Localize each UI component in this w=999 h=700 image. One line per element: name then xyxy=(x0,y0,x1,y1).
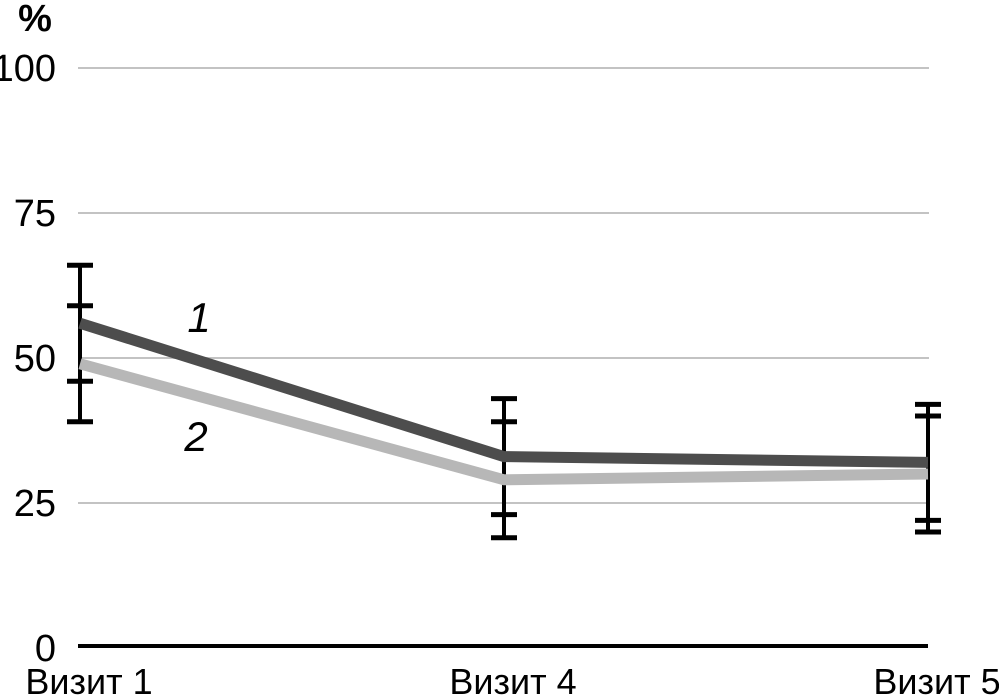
y-tick-label-25: 25 xyxy=(14,483,56,525)
x-axis-label-1: Визит 1 xyxy=(25,661,152,700)
y-tick-label-75: 75 xyxy=(14,193,56,235)
chart-generated-layer: 0 25 50 75 100 Визит 1 Визит 4 Визит 5 xyxy=(0,48,999,700)
x-axis-label-3: Визит 5 xyxy=(873,661,999,700)
series-2-line xyxy=(78,358,929,486)
series-1-line xyxy=(78,317,929,468)
x-axis-label-2: Визит 4 xyxy=(449,661,576,700)
y-tick-label-0: 0 xyxy=(35,628,56,670)
y-axis-unit-label: % xyxy=(18,0,52,40)
series-1-label: 1 xyxy=(187,294,210,341)
series-2-label: 2 xyxy=(183,413,207,460)
y-tick-label-50: 50 xyxy=(14,338,56,380)
y-tick-label-100: 100 xyxy=(0,48,56,90)
